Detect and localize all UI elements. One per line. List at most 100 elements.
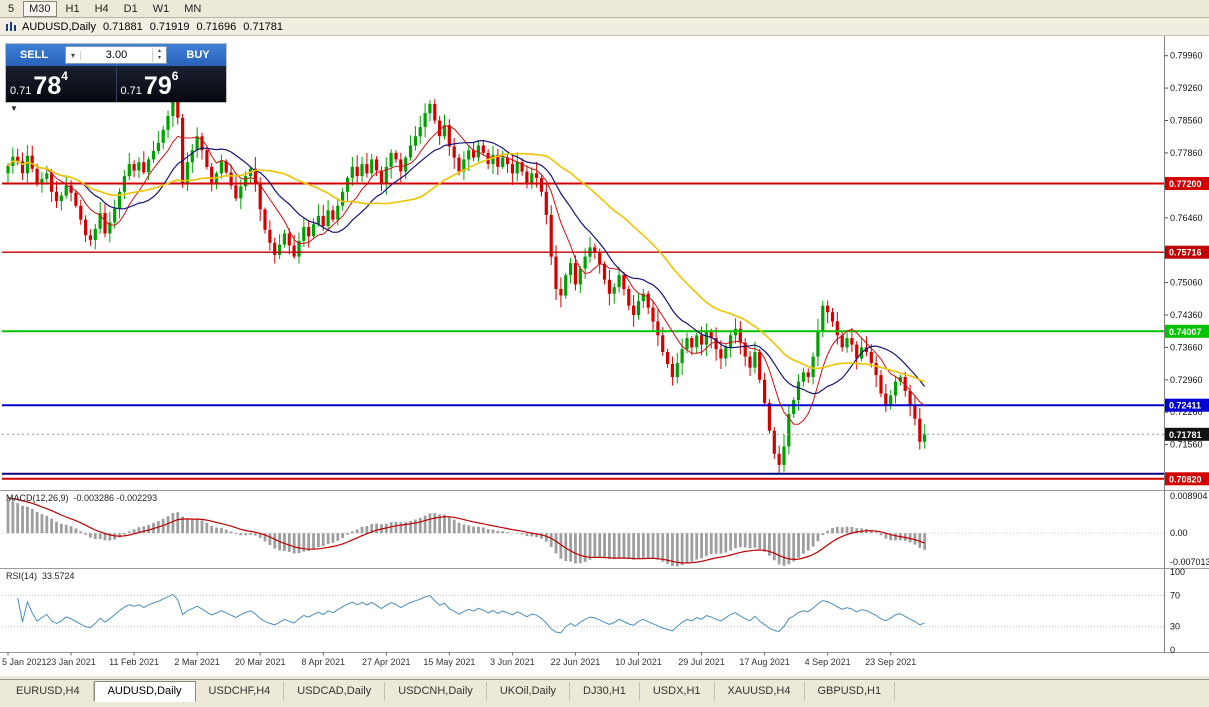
svg-text:0.74007: 0.74007 (1169, 327, 1202, 337)
buy-price-pip: 6 (171, 69, 179, 83)
tab-usdcnh-daily[interactable]: USDCNH,Daily (385, 682, 487, 701)
volume-spinner[interactable]: ▾ 3.00 ▴ ▾ (65, 46, 167, 64)
macd-axis-label: -0.007013 (1170, 557, 1209, 567)
macd-values: -0.003286 -0.002293 (73, 493, 158, 503)
volume-up-arrow-icon[interactable]: ▴ (157, 48, 161, 54)
date-label: 27 Apr 2021 (362, 657, 411, 667)
macd-indicator-label: MACD(12,26,9) -0.003286 -0.002293 (6, 493, 162, 503)
price-flags: 0.77200 0.75716 0.74007 0.72411 0.70820 0.717… (1165, 177, 1209, 486)
svg-text:0.71781: 0.71781 (1169, 430, 1202, 440)
period-button-mn[interactable]: MN (184, 2, 202, 15)
buy-button[interactable]: BUY (170, 44, 226, 66)
svg-text:0.77200: 0.77200 (1169, 179, 1202, 189)
svg-text:0.73660: 0.73660 (1170, 342, 1203, 352)
volume-dropdown-arrow-icon[interactable]: ▾ (66, 50, 81, 60)
sell-price[interactable]: 0.71 78 4 (6, 66, 117, 102)
date-label: 17 Aug 2021 (739, 657, 790, 667)
date-label: 20 Mar 2021 (235, 657, 286, 667)
chart-icon (6, 21, 16, 31)
tab-dj30-h1[interactable]: DJ30,H1 (570, 682, 640, 701)
svg-text:0.72260: 0.72260 (1170, 407, 1203, 417)
date-label: 11 Feb 2021 (109, 657, 159, 667)
ohlc-close: 0.71781 (243, 20, 284, 33)
date-label: 23 Sep 2021 (865, 657, 916, 667)
sell-price-big: 78 (33, 72, 62, 100)
tab-gbpusd-h1[interactable]: GBPUSD,H1 (805, 682, 896, 701)
moving-average-16 (7, 139, 926, 395)
sell-price-pip: 4 (61, 69, 68, 83)
rsi-indicator-label: RSI(14) 33.5724 (6, 571, 80, 581)
candlesticks (6, 91, 927, 473)
svg-text:0.71560: 0.71560 (1170, 440, 1203, 450)
svg-text:0.72411: 0.72411 (1169, 401, 1201, 411)
macd-signal-line (7, 497, 925, 564)
ohlc-open: 0.71881 (102, 20, 143, 33)
chart-plot[interactable] (2, 36, 1164, 488)
svg-text:0.77860: 0.77860 (1170, 148, 1203, 158)
svg-text:0.79960: 0.79960 (1170, 51, 1203, 61)
date-label: 15 May 2021 (423, 657, 475, 667)
rsi-axis-label: 0 (1170, 645, 1175, 655)
period-button-h1[interactable]: H1 (65, 2, 80, 15)
svg-text:0.74360: 0.74360 (1170, 310, 1203, 320)
rsi-value: 33.5724 (42, 571, 75, 581)
tab-audusd-daily[interactable]: AUDUSD,Daily (93, 681, 196, 702)
ohlc-low: 0.71696 (196, 20, 237, 33)
period-button-d1[interactable]: D1 (123, 2, 138, 15)
svg-text:0.75060: 0.75060 (1170, 278, 1203, 288)
date-label: 3 Jun 2021 (490, 657, 535, 667)
volume-value[interactable]: 3.00 (105, 49, 128, 61)
rsi-name: RSI(14) (6, 571, 38, 581)
svg-text:0.75716: 0.75716 (1169, 248, 1202, 258)
date-label: 22 Jun 2021 (551, 657, 601, 667)
chart-tab-bar: EURUSD,H4 AUDUSD,Daily USDCHF,H4 USDCAD,Dai… (0, 679, 1209, 707)
trade-panel-prices-row: 0.71 78 4 0.71 79 6 (6, 66, 226, 102)
trade-panel-buttons-row: SELL ▾ 3.00 ▴ ▾ BUY (6, 44, 226, 66)
buy-price-prefix: 0.71 (120, 85, 142, 97)
rsi-axis-label: 100 (1170, 567, 1185, 577)
tab-ukoil-daily[interactable]: UKOil,Daily (487, 682, 571, 701)
tab-xauusd-h4[interactable]: XAUUSD,H4 (715, 682, 805, 701)
rsi-axis-label: 30 (1170, 622, 1180, 632)
macd-name: MACD(12,26,9) (6, 493, 69, 503)
trade-panel-collapse-icon[interactable]: ▼ (10, 104, 18, 113)
tab-usdcad-daily[interactable]: USDCAD,Daily (284, 682, 386, 701)
tab-usdx-h1[interactable]: USDX,H1 (640, 682, 715, 701)
tab-eurusd-h4[interactable]: EURUSD,H4 (3, 682, 94, 701)
chart-info-bar: AUDUSD,Daily 0.71881 0.71919 0.71696 0.7… (0, 18, 1209, 36)
rsi-line (17, 594, 925, 634)
one-click-trading-panel: SELL ▾ 3.00 ▴ ▾ BUY 0.71 78 4 0.71 79 6 (6, 44, 226, 102)
ohlc-high: 0.71919 (149, 20, 190, 33)
buy-price-big: 79 (143, 72, 172, 100)
svg-text:0.72960: 0.72960 (1170, 375, 1203, 385)
date-label: 2 Mar 2021 (174, 657, 220, 667)
period-button-5[interactable]: 5 (8, 2, 15, 15)
date-label: 29 Jul 2021 (678, 657, 725, 667)
sell-button[interactable]: SELL (6, 44, 62, 66)
date-label: 23 Jan 2021 (46, 657, 96, 667)
chart-symbol-label: AUDUSD,Daily (22, 20, 96, 33)
svg-text:0.79260: 0.79260 (1170, 83, 1203, 93)
tab-usdchf-h4[interactable]: USDCHF,H4 (196, 682, 285, 701)
period-button-h4[interactable]: H4 (94, 2, 109, 15)
period-button-w1[interactable]: W1 (152, 2, 170, 15)
moving-average-34 (7, 152, 925, 383)
rsi-axis-label: 70 (1170, 590, 1180, 600)
date-label: 4 Sep 2021 (805, 657, 851, 667)
date-label: 5 Jan 2021 (2, 657, 47, 667)
timeframe-toolbar: 5 M30 H1 H4 D1 W1 MN (0, 0, 1209, 18)
svg-text:0.70820: 0.70820 (1169, 474, 1202, 484)
macd-axis-label: 0.00 (1170, 528, 1188, 538)
buy-price[interactable]: 0.71 79 6 (117, 66, 227, 102)
svg-text:0.76460: 0.76460 (1170, 213, 1203, 223)
date-label: 10 Jul 2021 (615, 657, 662, 667)
svg-text:0.78560: 0.78560 (1170, 116, 1203, 126)
sell-price-prefix: 0.71 (10, 85, 32, 97)
date-axis[interactable]: 5 Jan 2021 23 Jan 2021 11 Feb 2021 2 Mar 20… (2, 652, 916, 668)
date-label: 8 Apr 2021 (301, 657, 345, 667)
macd-axis-label: 0.008904 (1170, 491, 1208, 501)
period-button-m30[interactable]: M30 (23, 0, 57, 17)
volume-down-arrow-icon[interactable]: ▾ (157, 55, 161, 61)
